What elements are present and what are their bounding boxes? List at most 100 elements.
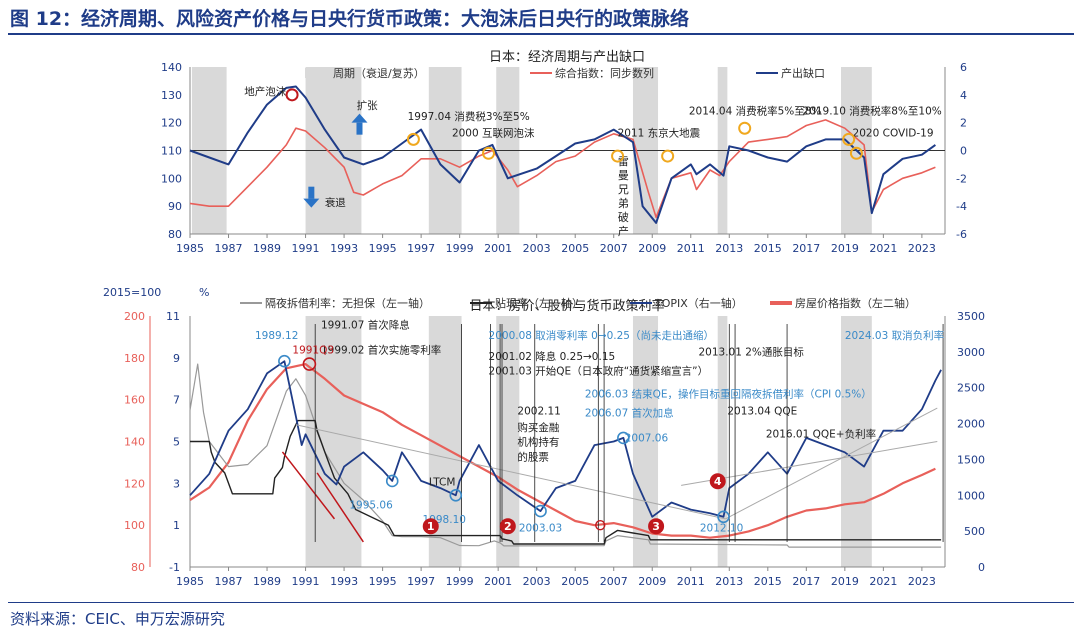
c2-house-trough-marker: [595, 519, 606, 531]
c1-x-tick-label: 1987: [215, 242, 243, 255]
c2-x-tick-label: 1985: [176, 575, 204, 588]
c2-y-left-tick-label: 9: [173, 352, 180, 365]
c2-house-peak-marker: [302, 357, 317, 371]
c2-annotation: 的股票: [517, 450, 549, 463]
c2-annotation: 2013.01 2%通胀目标: [698, 347, 804, 359]
c1-event-marker: [482, 146, 496, 160]
c2-y-left-tick-label: 5: [173, 436, 180, 449]
c1-vertical-note-char: 弟: [618, 197, 629, 210]
c2-numbered-marker: [499, 518, 516, 535]
c2-title: 日本：房价、股价与货币政策利率: [469, 298, 664, 314]
c1-legend-label-cycle: 周期（衰退/复苏）: [333, 66, 425, 80]
c1-x-tick-label: 1997: [407, 242, 435, 255]
c2-annotation-blue: 2006.07 首次加息: [585, 406, 674, 419]
c1-annotation: 2000 互联网泡沫: [452, 127, 535, 140]
c1-x-tick-label: 1999: [446, 242, 474, 255]
c1-x-tick-label: 2015: [754, 242, 782, 255]
c1-x-tick-label: 1989: [253, 242, 281, 255]
c2-y-right-tick-label: 2500: [957, 382, 985, 395]
c1-arrow-down-head: [303, 198, 320, 208]
c2-legend-label-discount-rate: 贴现率（左一轴）: [495, 296, 583, 310]
c2-numbered-marker-label: 4: [714, 475, 722, 488]
c1-annotation: 扩张: [357, 99, 378, 112]
c1-y-left-tick-label: 140: [161, 61, 182, 74]
c2-annotation: 2001.03 开始QE（日本政府“通货紧缩宣言”）: [489, 365, 709, 378]
c2-y-left2-tick-label: 200: [124, 310, 145, 323]
c1-event-marker: [406, 132, 420, 146]
c1-y-left-tick-label: 90: [168, 200, 182, 213]
c2-y-left2-tick-label: 120: [124, 477, 145, 490]
c2-x-tick-label: 1995: [369, 575, 397, 588]
c2-x-tick-label: 2005: [561, 575, 589, 588]
c2-annotation: 机构持有: [517, 436, 559, 449]
c2-annotation: 2013.04 QQE: [727, 405, 797, 417]
c1-event-marker: [661, 149, 675, 163]
c1-x-tick-label: 2009: [638, 242, 666, 255]
c1-event-marker: [842, 132, 856, 146]
c2-annotation: 1999.02 首次实施零利率: [321, 344, 441, 357]
c1-x-tick-label: 1991: [292, 242, 320, 255]
c2-numbered-marker: [709, 473, 726, 490]
c2-annotation-blue: 2006.03 结束QE，操作目标重回隔夜拆借利率（CPI 0.5%）: [585, 388, 872, 401]
c2-y-left-tick-label: -1: [169, 561, 180, 574]
c2-annotation: 2001.02 降息 0.25→0.15: [489, 350, 616, 363]
c1-arrow-up-head: [351, 113, 368, 123]
bottom-rule: [8, 602, 1074, 603]
c2-x-tick-label: 2007: [600, 575, 628, 588]
c2-x-tick-label: 1989: [253, 575, 281, 588]
c2-y-right-tick-label: 0: [978, 561, 985, 574]
c2-legend-label-topix: TOPIX（右一轴）: [654, 296, 743, 310]
c1-event-marker: [849, 146, 863, 160]
c2-annotation: 购买金融: [517, 421, 559, 434]
c2-topix-marker: [617, 431, 630, 445]
title-rule: [8, 33, 1074, 35]
c1-y-left-tick-label: 100: [161, 172, 182, 185]
c2-y-right-tick-label: 1000: [957, 489, 985, 502]
c1-x-tick-label: 1993: [330, 242, 358, 255]
c2-numbered-marker: [648, 518, 665, 535]
c2-x-tick-label: 2001: [484, 575, 512, 588]
c2-unit-left2: 2015=100: [103, 286, 161, 299]
c1-x-tick-label: 2023: [908, 242, 936, 255]
c2-y-right-tick-label: 3500: [957, 310, 985, 323]
c1-y-left-tick-label: 120: [161, 117, 182, 130]
c2-red-arrow: [281, 451, 336, 520]
c2-topix-marker: [717, 510, 730, 524]
c1-x-tick-label: 2017: [792, 242, 820, 255]
c1-x-tick-label: 2011: [677, 242, 705, 255]
c1-series-line-output-gap: [189, 85, 936, 224]
c2-x-tick-label: 1993: [330, 575, 358, 588]
c2-topix-marker: [278, 354, 291, 368]
c2-y-left-tick-label: 3: [173, 477, 180, 490]
c2-series-line-call-rate: [189, 363, 942, 548]
c1-x-tick-label: 1985: [176, 242, 204, 255]
c2-x-tick-label: 1987: [215, 575, 243, 588]
c2-x-tick-label: 1997: [407, 575, 435, 588]
c1-annotation: 2020 COVID-19: [853, 128, 934, 140]
c1-arrow-up-shaft: [356, 122, 363, 135]
c2-y-right-tick-label: 3000: [957, 346, 985, 359]
c2-trend-guide: [725, 407, 938, 520]
figure-title: 图 12：经济周期、风险资产价格与日央行货币政策：大泡沫后日央行的政策脉络: [10, 8, 690, 30]
c1-event-marker: [285, 88, 299, 102]
c2-point-label: 1989.12: [255, 330, 298, 342]
c2-y-right-tick-label: 500: [964, 525, 985, 538]
c2-y-left2-tick-label: 140: [124, 436, 145, 449]
c2-recession-band: [717, 316, 728, 567]
c1-vertical-note-char: 兄: [618, 183, 629, 196]
c1-x-tick-label: 2007: [600, 242, 628, 255]
c2-red-arrow: [316, 472, 364, 543]
c2-x-tick-label: 2009: [638, 575, 666, 588]
c1-vertical-note-char: 产: [618, 224, 629, 238]
c1-annotation: 衰退: [325, 196, 346, 209]
c1-vertical-note-char: 曼: [618, 169, 629, 182]
c1-y-right-tick-label: -4: [956, 200, 967, 213]
c2-y-left2-tick-label: 100: [124, 519, 145, 532]
c2-x-tick-label: 2013: [715, 575, 743, 588]
c2-annotation: LTCM: [429, 476, 456, 488]
c1-y-right-tick-label: 2: [960, 117, 967, 130]
c2-topix-marker: [449, 488, 463, 502]
c1-annotation: 2019.10 消费税率8%至10%: [802, 104, 941, 117]
c2-x-tick-label: 2011: [677, 575, 705, 588]
